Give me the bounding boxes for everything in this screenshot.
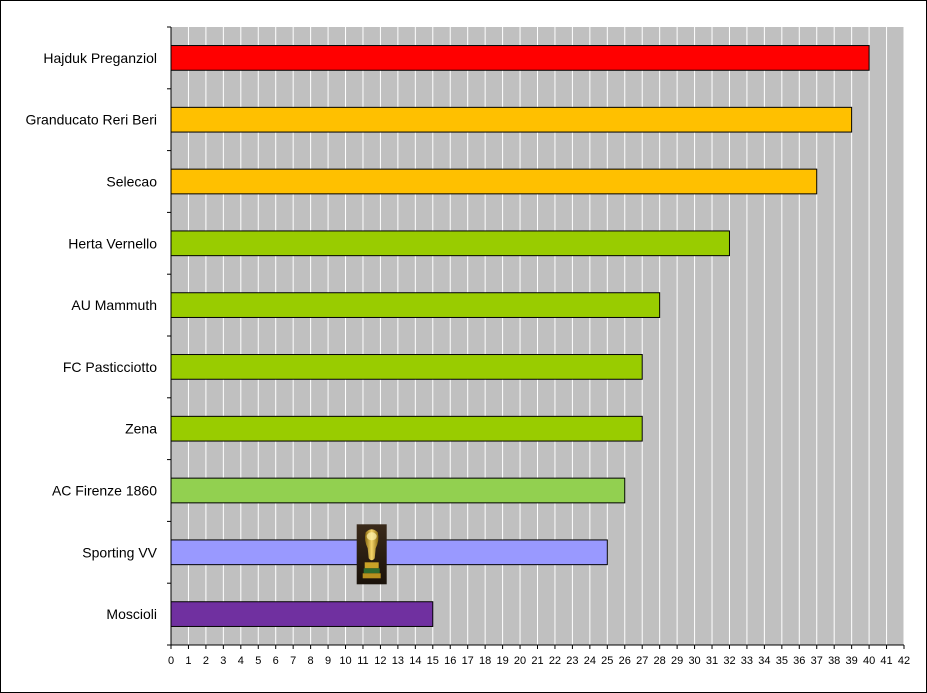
x-tick-label: 0 bbox=[168, 655, 174, 667]
category-label: AC Firenze 1860 bbox=[52, 483, 157, 499]
x-tick-label: 9 bbox=[325, 655, 331, 667]
x-tick-label: 29 bbox=[671, 655, 683, 667]
bar-moscioli bbox=[170, 601, 434, 627]
x-tick-label: 20 bbox=[514, 655, 526, 667]
category-label: Zena bbox=[125, 421, 157, 437]
x-tick-label: 30 bbox=[688, 655, 700, 667]
x-tick-label: 7 bbox=[290, 655, 296, 667]
trophy-icon bbox=[356, 524, 387, 585]
x-tick-label: 23 bbox=[566, 655, 578, 667]
x-tick-label: 38 bbox=[828, 655, 840, 667]
x-tick-label: 18 bbox=[479, 655, 491, 667]
bar-ac-firenze-1860 bbox=[170, 477, 626, 504]
x-tick-label: 8 bbox=[308, 655, 314, 667]
x-tick-label: 39 bbox=[846, 655, 858, 667]
x-tick-label: 19 bbox=[496, 655, 508, 667]
bar-fc-pasticciotto bbox=[170, 354, 643, 380]
bar-au-mammuth bbox=[170, 292, 661, 318]
category-labels: Hajduk Preganziol Granducato Reri Beri Sel… bbox=[25, 50, 157, 622]
x-tick-label: 37 bbox=[811, 655, 823, 667]
x-tick-label: 17 bbox=[462, 655, 474, 667]
category-label: FC Pasticciotto bbox=[63, 359, 157, 375]
bars-group bbox=[170, 45, 870, 627]
x-tick-label: 10 bbox=[339, 655, 351, 667]
x-tick-label: 6 bbox=[273, 655, 279, 667]
x-tick-label: 14 bbox=[409, 655, 421, 667]
x-tick-label: 36 bbox=[793, 655, 805, 667]
bar-hajduk-preganziol bbox=[170, 45, 870, 71]
category-label: AU Mammuth bbox=[71, 297, 157, 313]
x-tick-label: 11 bbox=[357, 655, 368, 667]
annotations bbox=[356, 524, 387, 585]
x-tick-label: 34 bbox=[758, 655, 770, 667]
x-tick-label: 12 bbox=[374, 655, 386, 667]
x-tick-label: 27 bbox=[636, 655, 648, 667]
x-tick-label: 3 bbox=[220, 655, 226, 667]
bar-herta-vernello bbox=[170, 230, 730, 257]
x-tick-label: 4 bbox=[238, 655, 244, 667]
x-tick-label: 1 bbox=[185, 655, 191, 667]
x-tick-label: 21 bbox=[531, 655, 543, 667]
x-tick-label: 13 bbox=[392, 655, 404, 667]
x-tick-label: 41 bbox=[880, 655, 892, 667]
bar-selecao bbox=[170, 168, 818, 195]
category-label: Granducato Reri Beri bbox=[25, 112, 157, 128]
bar-zena bbox=[170, 415, 643, 442]
x-tick-label: 5 bbox=[255, 655, 261, 667]
category-label: Selecao bbox=[106, 174, 157, 190]
category-label: Sporting VV bbox=[82, 544, 157, 560]
x-tick-label: 24 bbox=[584, 655, 596, 667]
x-tick-label: 2 bbox=[203, 655, 209, 667]
x-tick-label: 28 bbox=[654, 655, 666, 667]
category-label: Moscioli bbox=[106, 606, 157, 622]
x-tick-label: 22 bbox=[549, 655, 561, 667]
x-tick-label: 32 bbox=[723, 655, 735, 667]
x-tick-label: 42 bbox=[898, 655, 910, 667]
x-tick-label: 15 bbox=[427, 655, 439, 667]
x-tick-label: 26 bbox=[619, 655, 631, 667]
bar-granducato-reri-beri bbox=[170, 106, 853, 133]
category-label: Hajduk Preganziol bbox=[43, 50, 157, 66]
x-tick-label: 33 bbox=[741, 655, 753, 667]
category-label: Herta Vernello bbox=[68, 235, 157, 251]
x-axis: 0 1 2 3 4 5 6 7 8 9 10 11 12 13 14 15 16 17 18 19 20 21 22 23 24… bbox=[168, 645, 910, 667]
x-tick-label: 16 bbox=[444, 655, 456, 667]
x-tick-label: 40 bbox=[863, 655, 875, 667]
bar-sporting-vv bbox=[170, 539, 608, 566]
x-tick-label: 31 bbox=[706, 655, 718, 667]
x-tick-label: 25 bbox=[601, 655, 613, 667]
x-tick-label: 35 bbox=[776, 655, 788, 667]
